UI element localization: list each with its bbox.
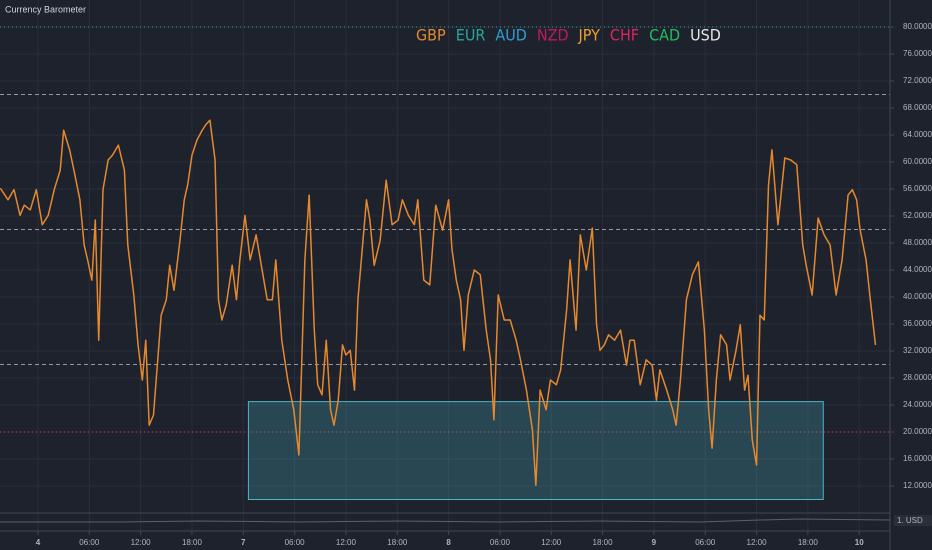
indicator-line [0,518,891,523]
x-tick-label: 06:00 [285,538,306,547]
x-tick-label: 12:00 [747,538,768,547]
series-line [0,119,877,487]
y-tick-label: 20.00000 [903,427,932,436]
y-tick-label: 52.00000 [903,211,932,220]
x-tick-label: 18:00 [387,538,408,547]
chart-title: Currency Barometer [5,4,86,14]
indicator-label: 1. USD [897,516,923,525]
legend: GBP EUR AUD NZD JPY CHF CAD USD [416,26,721,45]
legend-entry: CHF [610,26,639,45]
indicator-tag [894,515,932,526]
x-tick-label: 06:00 [695,538,716,547]
x-tick-label: 06:00 [79,538,100,547]
x-tick-label: 7 [241,538,246,547]
x-tick-label: 10 [855,538,864,547]
y-tick-label: 48.00000 [903,238,932,247]
y-tick-label: 40.00000 [903,292,932,301]
y-tick-label: 60.00000 [903,157,932,166]
x-tick-label: 12:00 [541,538,562,547]
x-tick-label: 18:00 [182,538,203,547]
x-tick-label: 18:00 [593,538,614,547]
plot [0,119,877,487]
y-tick-label: 56.00000 [903,184,932,193]
x-tick-label: 18:00 [798,538,819,547]
y-tick-label: 76.00000 [903,49,932,58]
legend-entry: CAD [649,26,680,45]
legend-entry: NZD [537,26,569,45]
legend-entry: AUD [495,26,526,45]
y-tick-label: 72.00000 [903,76,932,85]
legend-entry: GBP [416,26,446,45]
x-tick-label: 4 [36,538,41,547]
y-tick-label: 64.00000 [903,130,932,139]
y-tick-label: 16.00000 [903,454,932,463]
x-tick-label: 8 [446,538,451,547]
x-tick-label: 12:00 [336,538,357,547]
legend-entry: JPY [578,26,601,45]
axes: 12.00000 16.00000 20.00000 24.00000 28.00000… [36,22,932,547]
legend-entry: USD [690,26,721,45]
legend-entry: EUR [456,26,486,45]
x-tick-label: 06:00 [490,538,511,547]
y-tick-label: 68.00000 [903,103,932,112]
y-tick-label: 80.00000 [903,22,932,31]
x-tick-label: 12:00 [131,538,152,547]
y-tick-label: 12.00000 [903,481,932,490]
y-tick-label: 32.00000 [903,346,932,355]
y-tick-label: 28.00000 [903,373,932,382]
y-tick-label: 44.00000 [903,265,932,274]
x-tick-label: 9 [652,538,657,547]
y-tick-label: 24.00000 [903,400,932,409]
y-tick-label: 36.00000 [903,319,932,328]
